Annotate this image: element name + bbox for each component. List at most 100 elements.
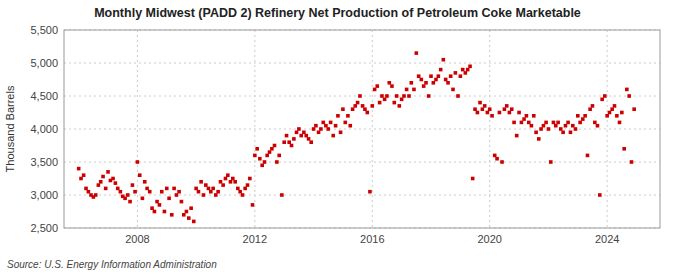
point [77, 167, 81, 171]
point [544, 121, 548, 125]
y-grid-line [64, 63, 660, 64]
y-grid-line [64, 162, 660, 163]
point [385, 94, 389, 98]
y-tick-label: 5,000 [30, 57, 58, 69]
point [145, 187, 149, 191]
point [165, 187, 169, 191]
point [148, 190, 152, 194]
point [209, 190, 213, 194]
point [219, 180, 223, 184]
point [104, 187, 108, 191]
point [378, 101, 382, 105]
point [202, 193, 206, 197]
point [542, 124, 546, 128]
point [451, 88, 455, 92]
point [287, 140, 291, 144]
point [297, 127, 301, 131]
point [319, 127, 323, 131]
point [397, 104, 401, 108]
point [133, 190, 137, 194]
point [84, 187, 88, 191]
point [552, 121, 556, 125]
point [618, 121, 622, 125]
point [574, 127, 578, 131]
point [596, 124, 600, 128]
point [229, 180, 233, 184]
point [358, 94, 362, 98]
point [515, 134, 519, 138]
point [94, 193, 98, 197]
point [177, 190, 181, 194]
point [517, 111, 521, 115]
point [236, 187, 240, 191]
point [459, 74, 463, 78]
point [620, 111, 624, 115]
point [363, 107, 367, 111]
point [163, 210, 167, 214]
point [160, 190, 164, 194]
point [547, 127, 551, 131]
title: Monthly Midwest (PADD 2) Refinery Net Pr… [94, 6, 581, 20]
y-axis-label: Thousand Barrels [4, 85, 16, 172]
point [578, 121, 582, 125]
point [255, 147, 259, 151]
point [500, 160, 504, 164]
point [554, 124, 558, 128]
point [434, 78, 438, 82]
point [226, 173, 230, 177]
point [432, 81, 436, 85]
point [422, 84, 426, 88]
point [588, 107, 592, 111]
y-tick-label: 2,500 [30, 222, 58, 234]
point [292, 137, 296, 141]
point [126, 193, 130, 197]
point [97, 183, 101, 187]
point [268, 150, 272, 154]
annotation: Source: U.S. Energy Information Administ… [7, 259, 217, 270]
point [571, 124, 575, 128]
point [510, 107, 514, 111]
plot-frame [64, 30, 660, 228]
point [613, 104, 617, 108]
point [172, 187, 176, 191]
point [312, 127, 316, 131]
point [341, 107, 345, 111]
point [444, 78, 448, 82]
point [495, 157, 499, 161]
point [503, 107, 507, 111]
grid [64, 30, 660, 228]
point [119, 190, 123, 194]
point [464, 71, 468, 75]
point [216, 190, 220, 194]
point [197, 190, 201, 194]
points [77, 51, 636, 223]
point [238, 190, 242, 194]
chart-svg: Monthly Midwest (PADD 2) Refinery Net Pr… [0, 0, 675, 275]
point [598, 193, 602, 197]
point [549, 160, 553, 164]
point [490, 114, 494, 118]
point [131, 183, 135, 187]
point [221, 183, 225, 187]
point [263, 160, 267, 164]
point [603, 94, 607, 98]
point [99, 180, 103, 184]
x-grid-line [489, 30, 490, 228]
point [285, 134, 289, 138]
point [111, 177, 115, 181]
chart-container: Monthly Midwest (PADD 2) Refinery Net Pr… [0, 0, 675, 275]
point [415, 51, 419, 55]
point [170, 213, 174, 217]
point [525, 114, 529, 118]
point [361, 104, 365, 108]
axes: 2,5003,0003,5004,0004,5005,0005,50020082… [30, 24, 619, 245]
point [370, 104, 374, 108]
point [368, 190, 372, 194]
point [101, 175, 105, 179]
point [302, 131, 306, 135]
point [155, 200, 159, 204]
point [211, 187, 215, 191]
point [326, 127, 330, 131]
point [241, 193, 245, 197]
point [180, 200, 184, 204]
